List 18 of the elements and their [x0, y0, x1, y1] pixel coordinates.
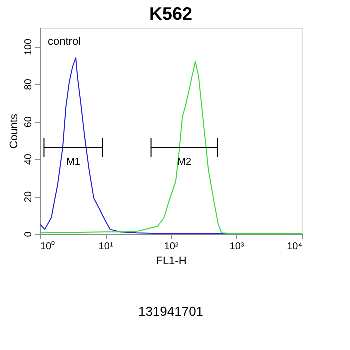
- y-tick-label: 40: [24, 154, 34, 166]
- text: 131941701: [138, 304, 204, 319]
- y-tick-label: 80: [24, 78, 34, 90]
- x-tick-label: 10⁰: [40, 240, 56, 252]
- y-tick-label: 20: [24, 191, 34, 203]
- annotation: control: [48, 36, 82, 48]
- x-tick-label: 10¹: [98, 242, 114, 252]
- y-tick-label: 60: [24, 116, 34, 128]
- y-tick-label: 0: [24, 231, 34, 238]
- x-axis-title: FL1-H: [156, 256, 187, 268]
- x-tick-label: 10⁴: [287, 242, 302, 252]
- series-label: M1: [66, 156, 81, 168]
- x-tick-label: 10³: [230, 242, 245, 252]
- y-axis-title: Counts: [8, 114, 20, 149]
- y-tick-label: 100: [24, 38, 34, 56]
- x-tick-label: 10²: [164, 242, 180, 252]
- series-label: M2: [178, 156, 192, 168]
- chart-title: K562: [149, 4, 193, 24]
